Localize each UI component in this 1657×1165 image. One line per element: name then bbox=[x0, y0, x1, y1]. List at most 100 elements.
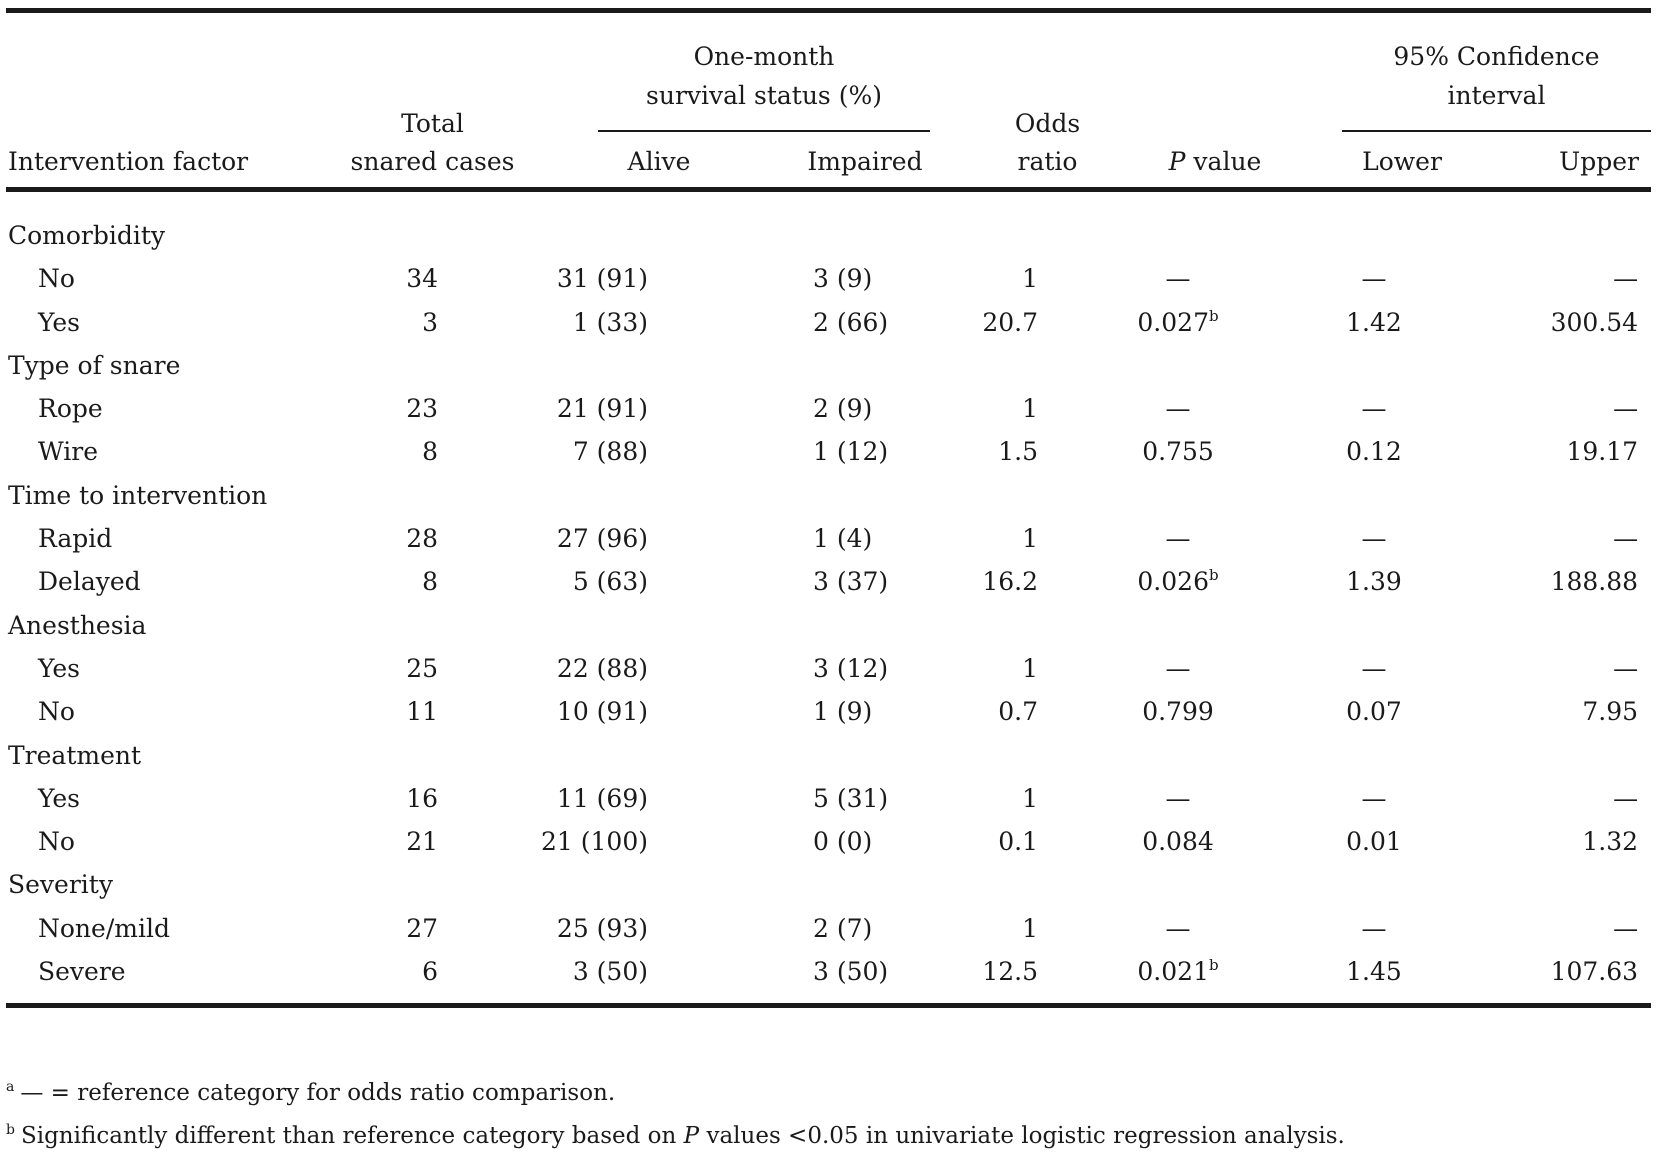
cell-odds-ratio: 1.5 bbox=[998, 437, 1038, 467]
cell-alive: 22 (88) bbox=[556, 653, 648, 683]
group-row: Comorbidity bbox=[8, 214, 1648, 257]
footnote-a: a — = reference category for odds ratio c… bbox=[6, 1080, 615, 1106]
p-value-text: 0.021 bbox=[1137, 957, 1209, 987]
cell-total: 6 bbox=[422, 957, 438, 987]
cell-p-value: 0.026b bbox=[1078, 560, 1278, 603]
cell-p-value: — bbox=[1078, 517, 1278, 560]
cell-total: 11 bbox=[406, 697, 438, 727]
group-row: Anesthesia bbox=[8, 604, 1648, 647]
header-p-value: P value bbox=[1140, 143, 1290, 180]
cell-ci-upper: 107.63 bbox=[1550, 957, 1639, 987]
row-label: No bbox=[38, 697, 75, 727]
table-row: No 11 10 (91) 1 (9) 0.7 0.799 0.07 7.95 bbox=[8, 690, 1648, 733]
group-row: Time to intervention bbox=[8, 474, 1648, 517]
cell-p-value: — bbox=[1078, 387, 1278, 430]
cell-total: 3 bbox=[422, 307, 438, 337]
cell-p-value: 0.021b bbox=[1078, 950, 1278, 993]
row-label: Yes bbox=[38, 653, 80, 683]
footnote-b-mark: b bbox=[6, 1122, 15, 1138]
header-survival-line1: One-month bbox=[693, 42, 835, 71]
header-alive: Alive bbox=[627, 147, 691, 176]
footnote-b-p-italic: P bbox=[683, 1123, 700, 1149]
p-value-text: 0.026 bbox=[1137, 567, 1209, 597]
ci-spanner-rule bbox=[1342, 130, 1651, 132]
cell-impaired: 3 (37) bbox=[813, 567, 889, 597]
cell-total: 25 bbox=[406, 653, 438, 683]
cell-impaired: 1 (12) bbox=[813, 437, 889, 467]
cell-alive: 25 (93) bbox=[556, 913, 648, 943]
cell-ci-upper: 300.54 bbox=[1550, 307, 1639, 337]
cell-ci-lower: — bbox=[1361, 394, 1387, 424]
cell-p-value: — bbox=[1078, 647, 1278, 690]
cell-odds-ratio: 1 bbox=[1022, 783, 1038, 813]
group-label: Type of snare bbox=[8, 350, 181, 380]
cell-impaired: 2 (66) bbox=[813, 307, 889, 337]
table-row: Yes 25 22 (88) 3 (12) 1 — — — bbox=[8, 647, 1648, 690]
cell-alive: 21 (100) bbox=[541, 827, 648, 857]
header-odds-line1: Odds bbox=[1014, 109, 1081, 138]
cell-ci-lower: — bbox=[1361, 524, 1387, 554]
table-bottom-rule bbox=[6, 1003, 1651, 1008]
cell-total: 34 bbox=[406, 264, 438, 294]
cell-total: 21 bbox=[406, 827, 438, 857]
cell-p-value: 0.027b bbox=[1078, 301, 1278, 344]
footnote-b-text-before: Significantly different than reference c… bbox=[20, 1123, 684, 1149]
cell-total: 16 bbox=[406, 783, 438, 813]
cell-impaired: 1 (9) bbox=[813, 697, 873, 727]
cell-odds-ratio: 1 bbox=[1022, 913, 1038, 943]
cell-ci-lower: 1.42 bbox=[1346, 307, 1402, 337]
cell-impaired: 2 (7) bbox=[813, 913, 873, 943]
cell-p-value: — bbox=[1078, 907, 1278, 950]
cell-odds-ratio: 16.2 bbox=[982, 567, 1038, 597]
cell-odds-ratio: 0.7 bbox=[998, 697, 1038, 727]
p-value-text: — bbox=[1165, 524, 1191, 554]
table-row: No 21 21 (100) 0 (0) 0.1 0.084 0.01 1.32 bbox=[8, 820, 1648, 863]
cell-ci-upper: — bbox=[1613, 264, 1639, 294]
table-top-rule bbox=[6, 8, 1651, 13]
cell-odds-ratio: 1 bbox=[1022, 264, 1038, 294]
p-value-footnote-mark: b bbox=[1208, 566, 1219, 585]
cell-alive: 1 (33) bbox=[572, 307, 648, 337]
p-value-text: — bbox=[1165, 783, 1191, 813]
cell-odds-ratio: 1 bbox=[1022, 394, 1038, 424]
cell-alive: 11 (69) bbox=[556, 783, 648, 813]
cell-ci-upper: — bbox=[1613, 783, 1639, 813]
header-p-rest: value bbox=[1185, 147, 1262, 176]
group-row: Treatment bbox=[8, 734, 1648, 777]
cell-odds-ratio: 12.5 bbox=[982, 957, 1038, 987]
cell-p-value: — bbox=[1078, 257, 1278, 300]
cell-p-value: 0.799 bbox=[1078, 690, 1278, 733]
cell-p-value: 0.084 bbox=[1078, 820, 1278, 863]
p-value-text: — bbox=[1165, 913, 1191, 943]
table-row: Severe 6 3 (50) 3 (50) 12.5 0.021b 1.45 107.63 bbox=[8, 950, 1648, 993]
cell-impaired: 0 (0) bbox=[813, 827, 873, 857]
header-upper: Upper bbox=[1559, 147, 1639, 176]
cell-total: 8 bbox=[422, 567, 438, 597]
header-survival-line2: survival status (%) bbox=[646, 81, 882, 110]
cell-total: 28 bbox=[406, 524, 438, 554]
cell-ci-lower: 0.01 bbox=[1346, 827, 1402, 857]
header-intervention-factor: Intervention factor bbox=[8, 147, 249, 176]
cell-impaired: 2 (9) bbox=[813, 394, 873, 424]
cell-ci-upper: 1.32 bbox=[1582, 827, 1639, 857]
group-row: Severity bbox=[8, 863, 1648, 906]
table-row: Rapid 28 27 (96) 1 (4) 1 — — — bbox=[8, 517, 1648, 560]
header-lower: Lower bbox=[1362, 147, 1442, 176]
table-row: Delayed 8 5 (63) 3 (37) 16.2 0.026b 1.39 188.88 bbox=[8, 560, 1648, 603]
table-row: Yes 16 11 (69) 5 (31) 1 — — — bbox=[8, 777, 1648, 820]
table-row: Wire 8 7 (88) 1 (12) 1.5 0.755 0.12 19.17 bbox=[8, 430, 1648, 473]
p-value-footnote-mark: b bbox=[1208, 306, 1219, 325]
header-impaired: Impaired bbox=[807, 147, 923, 176]
header-ci-line2: interval bbox=[1447, 81, 1546, 110]
cell-impaired: 3 (50) bbox=[813, 957, 889, 987]
cell-ci-lower: — bbox=[1361, 264, 1387, 294]
group-label: Severity bbox=[8, 870, 113, 900]
cell-alive: 3 (50) bbox=[572, 957, 648, 987]
cell-total: 27 bbox=[406, 913, 438, 943]
cell-alive: 5 (63) bbox=[572, 567, 648, 597]
header-total-line2: snared cases bbox=[350, 147, 515, 176]
cell-total: 23 bbox=[406, 394, 438, 424]
cell-impaired: 1 (4) bbox=[813, 524, 873, 554]
cell-ci-lower: 0.07 bbox=[1346, 697, 1402, 727]
header-total-line1: Total bbox=[401, 109, 464, 138]
